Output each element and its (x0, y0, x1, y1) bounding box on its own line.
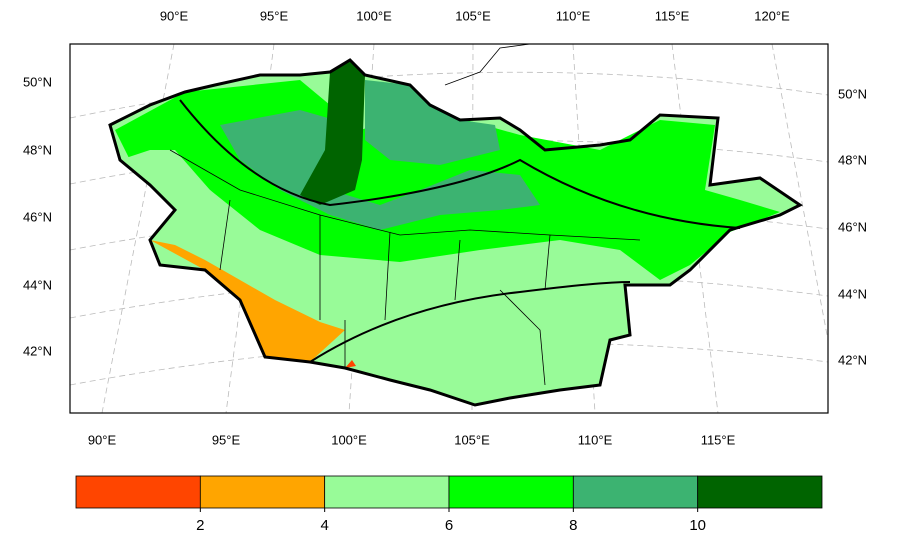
lat-label: 42°N (23, 343, 52, 358)
grid-line (771, 43, 829, 341)
lon-label: 120°E (754, 8, 790, 23)
lon-label: 115°E (655, 8, 690, 23)
lon-label: 105°E (454, 432, 490, 447)
province-border (169, 149, 641, 386)
lon-label: 95°E (212, 432, 241, 447)
map-fill (110, 60, 800, 405)
lon-label: 100°E (331, 432, 367, 447)
boundaries (108, 43, 803, 407)
colorbar-box (697, 475, 823, 509)
colorbar-label: 6 (445, 517, 453, 534)
lat-label: 44°N (838, 286, 867, 301)
lat-label: 48°N (838, 152, 867, 167)
lon-label: 110°E (578, 432, 613, 447)
zone-line (309, 281, 631, 363)
region-fill (120, 150, 240, 265)
lat-label: 48°N (23, 142, 52, 157)
lat-label: 44°N (23, 277, 52, 292)
lat-label: 46°N (23, 209, 52, 224)
lon-label: 110°E (556, 8, 591, 23)
colorbar-box (199, 475, 326, 509)
region-fill (220, 110, 540, 230)
colorbar-label: 8 (569, 517, 577, 534)
country-border (444, 43, 531, 86)
colorbar-box (75, 475, 201, 509)
lat-label: 42°N (838, 352, 867, 367)
lon-label: 100°E (356, 8, 392, 23)
colorbar-box (448, 475, 574, 509)
colorbar-box (324, 475, 450, 509)
lat-label: 50°N (838, 86, 867, 101)
region-fill (300, 60, 365, 205)
lat-label: 50°N (23, 74, 52, 89)
lon-label: 95°E (260, 8, 289, 23)
colorbar-label: 4 (320, 517, 328, 534)
region-fill (150, 240, 345, 362)
region-fill (345, 360, 356, 368)
lon-label: 105°E (455, 8, 491, 23)
lon-label: 90°E (88, 432, 117, 447)
lon-label: 115°E (701, 432, 736, 447)
lon-label: 90°E (160, 8, 189, 23)
colorbar-box (572, 475, 699, 509)
colorbar-label: 2 (196, 517, 204, 534)
region-fill (365, 80, 500, 165)
map-frame (69, 43, 829, 414)
country-border (108, 58, 803, 407)
zone-line (179, 99, 741, 229)
colorbar-label: 10 (689, 517, 706, 534)
lat-label: 46°N (838, 219, 867, 234)
